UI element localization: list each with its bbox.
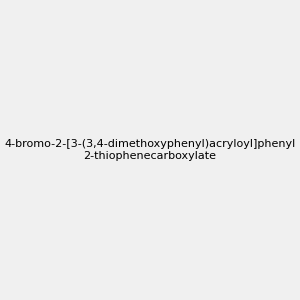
Text: 4-bromo-2-[3-(3,4-dimethoxyphenyl)acryloyl]phenyl 2-thiophenecarboxylate: 4-bromo-2-[3-(3,4-dimethoxyphenyl)acrylo… [4, 139, 296, 161]
